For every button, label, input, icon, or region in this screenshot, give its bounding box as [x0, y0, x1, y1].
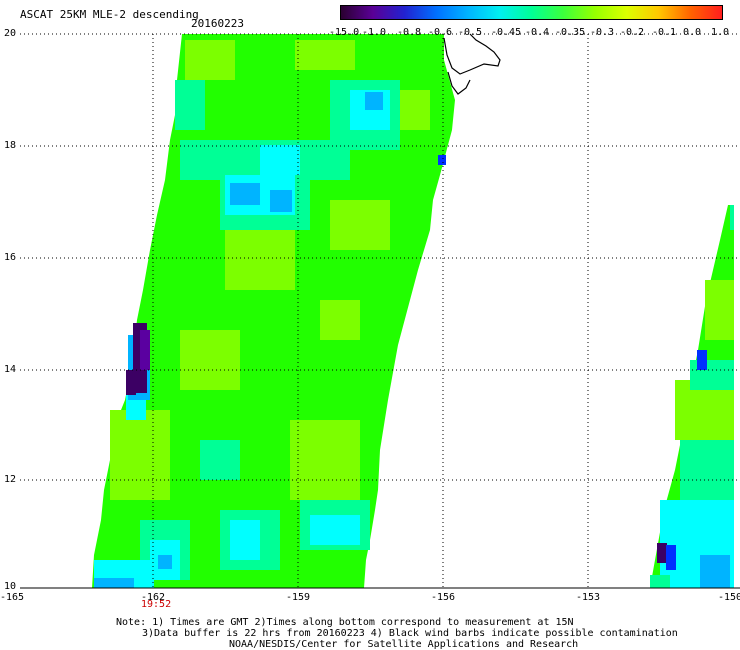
colorbar-label: -0.6 — [428, 27, 453, 38]
lat-label: 16 — [4, 252, 17, 263]
map-title: ASCAT 25KM MLE-2 descending — [20, 8, 199, 21]
note-line-2: 3)Data buffer is 22 hrs from 20160223 4)… — [142, 628, 678, 639]
lat-label: 14 — [4, 364, 17, 375]
colorbar-label: -0.8 — [397, 27, 422, 38]
colorbar-label: -0.35 — [555, 27, 586, 38]
lon-label: -156 — [431, 592, 456, 603]
lon-label: -162 — [141, 592, 166, 603]
coastline — [443, 33, 501, 75]
colorbar-label: 1.0 — [711, 27, 730, 38]
colorbar-label: -0.45 — [491, 27, 522, 38]
lon-label: -150 — [718, 592, 740, 603]
colorbar-label: -0.2 — [620, 27, 645, 38]
swath-patches — [94, 40, 446, 588]
note-line-1: Note: 1) Times are GMT 2)Times along bot… — [116, 617, 574, 628]
pass-time: 19:52 — [141, 599, 172, 610]
lat-label: 10 — [4, 581, 17, 592]
lat-label: 20 — [4, 28, 17, 39]
colorbar-label: -0.4 — [525, 27, 550, 38]
note-line-3: NOAA/NESDIS/Center for Satellite Applica… — [229, 639, 579, 650]
lat-label: 12 — [4, 474, 17, 485]
lon-label: -153 — [576, 592, 601, 603]
colorbar — [340, 5, 723, 20]
colorbar-gradient — [341, 6, 722, 19]
colorbar-label: -0.1 — [652, 27, 677, 38]
colorbar-label: -15.0 — [329, 27, 360, 38]
right-swath — [650, 205, 734, 588]
colorbar-label: -1.0 — [362, 27, 387, 38]
grid-lines — [20, 33, 740, 588]
colorbar-label: -0.5 — [458, 27, 483, 38]
coastline-south — [447, 71, 471, 95]
lat-label: 18 — [4, 140, 17, 151]
lon-label: -159 — [286, 592, 311, 603]
lon-label: -165 — [0, 592, 25, 603]
colorbar-label: -0.3 — [590, 27, 615, 38]
date-label: 20160223 — [191, 17, 244, 30]
colorbar-label: 0.0 — [683, 27, 702, 38]
